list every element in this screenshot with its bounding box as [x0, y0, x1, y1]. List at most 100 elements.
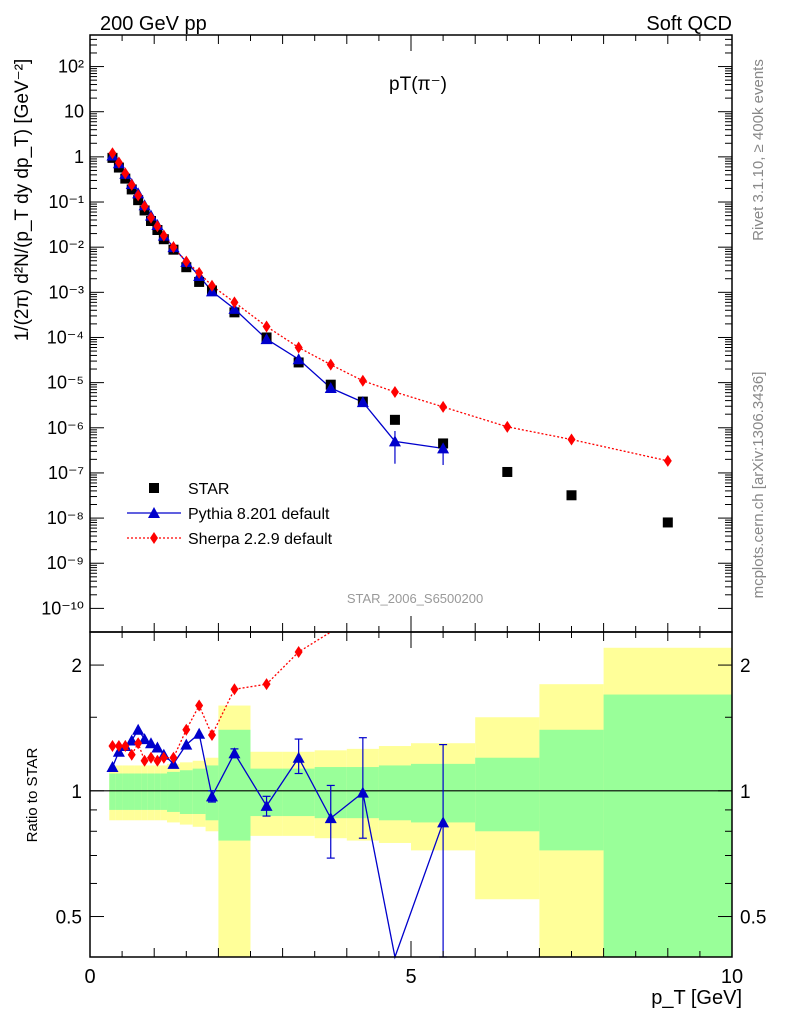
- data-point: [228, 302, 241, 314]
- ratio-band: [539, 729, 604, 851]
- x-tick-label: 0: [84, 966, 95, 988]
- ratio-y-tick-label: 2: [740, 656, 751, 677]
- header-left: 200 GeV pp: [100, 13, 207, 35]
- ratio-point: [356, 786, 369, 798]
- ratio-point: [294, 645, 303, 658]
- ratio-point: [144, 737, 157, 749]
- legend-label: Pythia 8.201 default: [188, 506, 330, 523]
- ratio-y-tick-label: 1: [71, 782, 82, 803]
- data-point: [140, 200, 149, 213]
- ratio-point: [193, 727, 206, 739]
- y-tick-label: 10⁻⁷: [48, 463, 84, 483]
- ratio-point: [121, 740, 130, 753]
- data-point: [324, 382, 337, 394]
- data-point: [439, 400, 448, 413]
- legend-marker: [149, 483, 159, 493]
- ratio-band: [134, 773, 142, 810]
- ratio-band: [141, 773, 148, 810]
- data-point: [566, 490, 577, 501]
- ratio-point: [230, 683, 239, 696]
- data-point: [207, 279, 216, 292]
- data-point: [169, 241, 178, 254]
- data-point: [127, 178, 136, 191]
- ratio-band: [160, 773, 168, 810]
- rivet-version-label: Rivet 3.1.10, ≥ 400k events: [750, 59, 767, 241]
- main-title: pT(π⁻): [389, 74, 447, 95]
- ratio-band: [179, 770, 193, 814]
- mcplots-label: mcplots.cern.ch [arXiv:1306.3436]: [750, 372, 767, 599]
- y-tick-label: 10⁻⁴: [47, 327, 84, 347]
- y-tick-label: 10⁻⁵: [47, 373, 84, 393]
- ratio-point: [159, 751, 168, 764]
- ratio-point: [195, 699, 204, 712]
- ratio-point: [180, 738, 193, 750]
- ratio-point: [114, 740, 123, 753]
- legend-marker: [150, 532, 158, 544]
- ratio-point: [324, 812, 337, 824]
- main-panel: 10⁻¹⁰ 10⁻⁹ 10⁻⁸ 10⁻⁷ 10⁻⁶ 10⁻⁵ 10⁻⁴ 10⁻³ 10⁻² 10⁻…: [12, 34, 733, 633]
- data-point: [567, 433, 576, 446]
- y-tick-label: 10⁻¹: [48, 192, 84, 212]
- ratio-y-tick-label: 0.5: [56, 908, 82, 929]
- ratio-point: [205, 790, 218, 802]
- y-tick-label: 10⁻⁸: [47, 508, 84, 528]
- main-plot-frame: [89, 34, 733, 633]
- data-point: [326, 358, 335, 371]
- y-tick-label: 10⁻¹⁰: [41, 598, 84, 618]
- data-point: [159, 229, 168, 242]
- data-point: [121, 167, 130, 180]
- ratio-point: [134, 737, 143, 750]
- ratio-band: [378, 765, 411, 821]
- x-tick-label: 5: [405, 966, 416, 988]
- data-point: [294, 341, 303, 354]
- legend: STAR Pythia 8.201 default Sherpa 2.2.9 def…: [127, 481, 333, 548]
- data-point: [134, 189, 143, 202]
- ratio-band: [115, 773, 123, 810]
- y-tick-label: 10: [64, 102, 84, 122]
- y-tick-label: 10⁻²: [48, 237, 84, 257]
- ratio-point: [127, 748, 136, 761]
- legend-label: Sherpa 2.2.9 default: [188, 531, 333, 548]
- data-point: [356, 396, 369, 408]
- ratio-band: [109, 773, 116, 810]
- series-line: [111, 155, 444, 450]
- data-point: [108, 147, 117, 160]
- data-point: [390, 386, 399, 399]
- ratio-point: [151, 741, 164, 753]
- ratio-point: [260, 799, 273, 811]
- ratio-band: [128, 773, 135, 810]
- y-tick-label: 10²: [58, 57, 84, 77]
- main-ylabel: 1/(2π) d²N/(p_T dy dp_T) [GeV⁻²]: [12, 59, 33, 342]
- legend-marker: [148, 507, 160, 518]
- ratio-band: [167, 771, 180, 812]
- ratio-point: [262, 678, 271, 691]
- data-point: [230, 296, 239, 309]
- ratio-point: [140, 754, 149, 767]
- ratio-point: [437, 816, 450, 828]
- ratio-y-tick-label: 0.5: [740, 908, 766, 929]
- ratio-ylabel: Ratio to STAR: [24, 747, 41, 842]
- header-right: Soft QCD: [646, 13, 732, 35]
- ratio-band: [154, 773, 161, 810]
- ratio-point: [207, 729, 216, 742]
- data-point: [262, 320, 271, 333]
- data-point: [389, 414, 400, 425]
- series-line: [111, 152, 668, 462]
- data-point: [195, 266, 204, 279]
- data-point: [358, 374, 367, 387]
- data-point: [146, 211, 155, 224]
- analysis-label: STAR_2006_S6500200: [347, 591, 483, 606]
- ratio-y-tick-label: 1: [740, 782, 751, 803]
- y-tick-label: 10⁻³: [48, 282, 84, 302]
- x-axis-label: p_T [GeV]: [651, 987, 742, 1009]
- data-point: [182, 255, 191, 268]
- data-point: [194, 276, 205, 287]
- ratio-band: [475, 757, 540, 832]
- x-tick-label: 10: [721, 966, 743, 988]
- data-point: [292, 353, 305, 365]
- ratio-band: [218, 729, 251, 841]
- data-point: [153, 220, 162, 233]
- ratio-point: [146, 751, 155, 764]
- ratio-band: [147, 773, 155, 810]
- data-point: [503, 420, 512, 433]
